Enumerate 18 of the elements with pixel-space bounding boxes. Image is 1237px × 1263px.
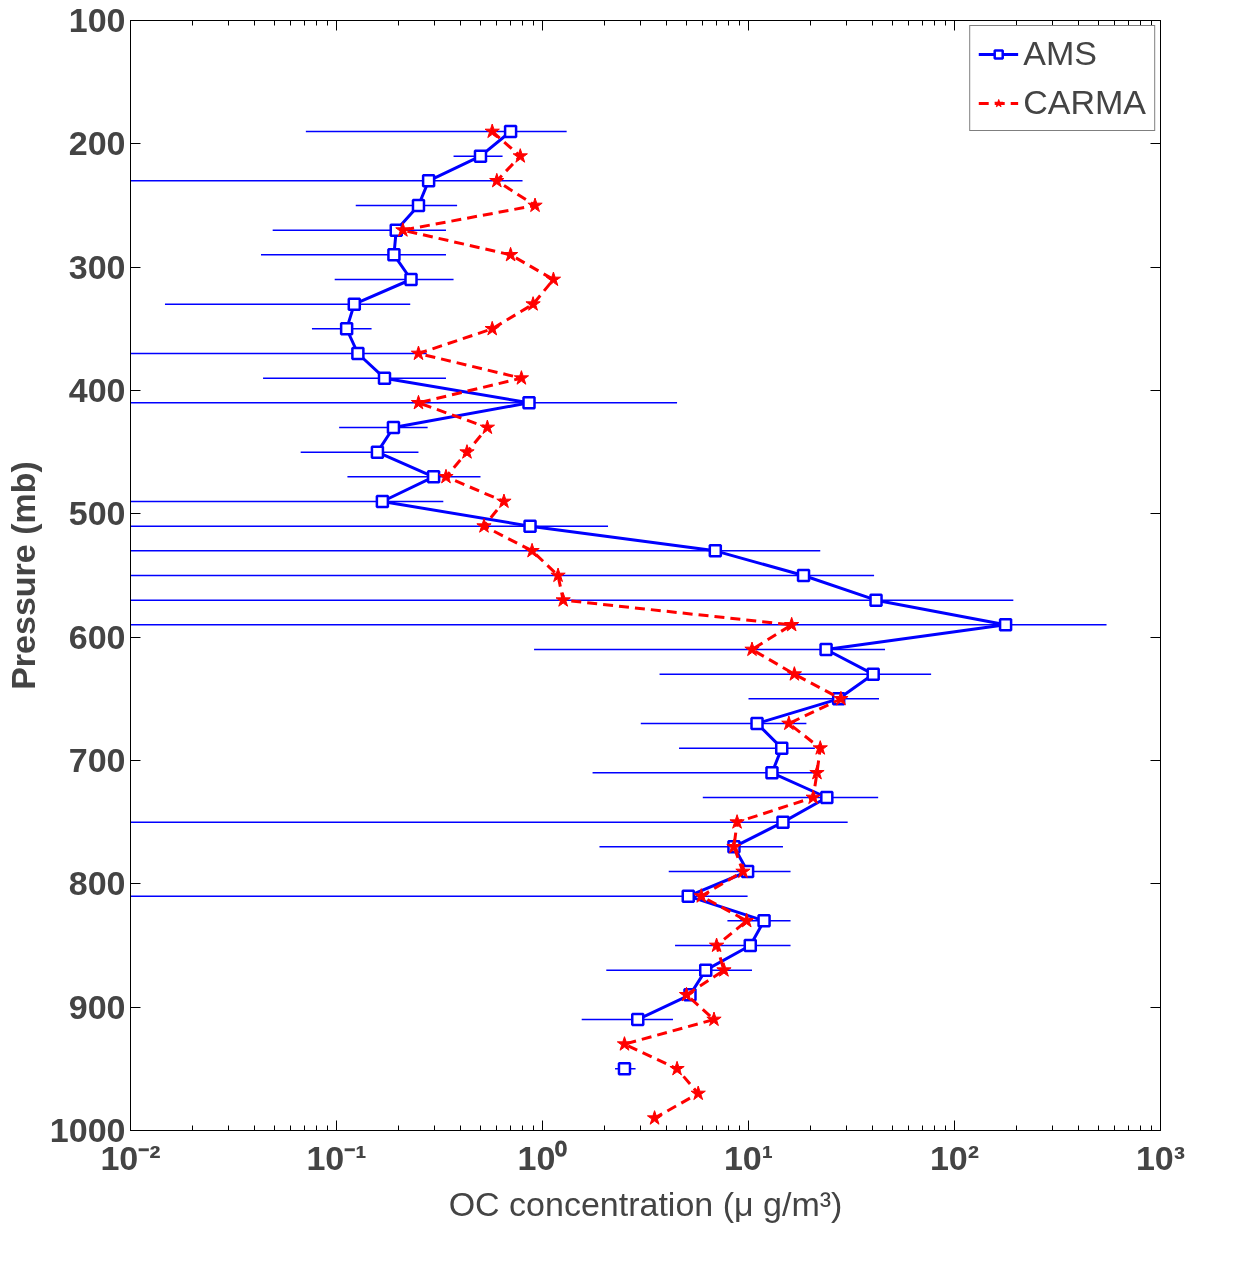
y-tick-label: 400 xyxy=(68,371,126,409)
x-axis-title: OC concentration (μ g/m³) xyxy=(448,1184,843,1223)
y-tick-label: 300 xyxy=(68,247,126,286)
y-tick-label: 100 xyxy=(68,1,126,39)
x-tick-label: 10³ xyxy=(1135,1138,1186,1177)
x-tick-label: 10² xyxy=(929,1138,980,1177)
y-tick-label: 900 xyxy=(68,987,126,1026)
legend-label: AMS xyxy=(1023,34,1097,73)
y-tick-label: 700 xyxy=(68,741,126,779)
x-tick-label: 10⁰ xyxy=(517,1138,568,1177)
x-tick-label: 10¹ xyxy=(723,1138,774,1177)
y-tick-label: 500 xyxy=(68,494,126,533)
y-tick-label: 200 xyxy=(68,124,126,163)
x-tick-label: 10⁻¹ xyxy=(306,1138,367,1177)
y-tick-label: 800 xyxy=(68,864,126,903)
y-axis-title: Pressure (mb) xyxy=(3,461,42,690)
y-tick-label: 600 xyxy=(68,617,126,656)
legend-label: CARMA xyxy=(1023,83,1146,122)
